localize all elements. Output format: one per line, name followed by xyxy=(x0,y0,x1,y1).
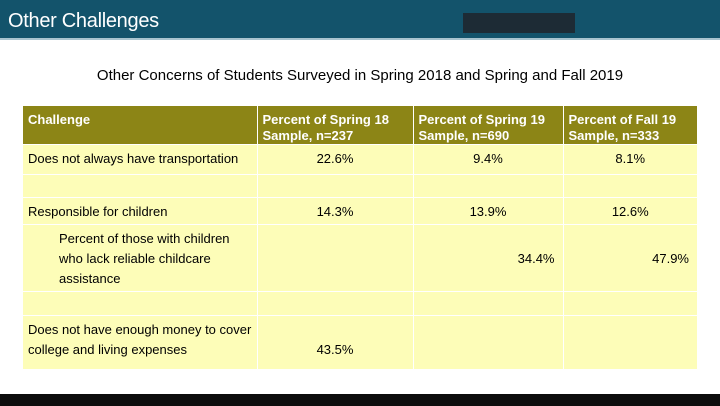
challenges-table-container: Challenge Percent of Spring 18 Sample, n… xyxy=(23,106,697,370)
spring18-cell: 22.6% xyxy=(257,144,414,175)
column-header-spring19: Percent of Spring 19 Sample, n=690 xyxy=(413,106,564,145)
spring19-cell xyxy=(413,291,564,316)
spring18-cell xyxy=(257,174,414,198)
table-row: Percent of those with children who lack … xyxy=(23,224,697,292)
header-block xyxy=(463,13,575,33)
spring18-cell: 14.3% xyxy=(257,197,414,225)
spring19-cell: 13.9% xyxy=(413,197,564,225)
challenge-cell: Responsible for children xyxy=(23,197,258,225)
table-caption: Other Concerns of Students Surveyed in S… xyxy=(96,67,624,84)
fall19-cell: 47.9% xyxy=(563,224,697,292)
table-row: Responsible for children 14.3% 13.9% 12.… xyxy=(23,197,697,225)
challenge-cell xyxy=(23,174,258,198)
table-header-row: Challenge Percent of Spring 18 Sample, n… xyxy=(23,106,697,145)
challenges-table: Challenge Percent of Spring 18 Sample, n… xyxy=(23,106,697,370)
challenge-cell: Does not always have transportation xyxy=(23,144,258,175)
spring18-cell: 43.5% xyxy=(257,315,414,370)
spring18-cell xyxy=(257,224,414,292)
column-header-challenge: Challenge xyxy=(23,106,258,145)
spring19-cell: 34.4% xyxy=(413,224,564,292)
spring19-cell xyxy=(413,174,564,198)
spring19-cell: 9.4% xyxy=(413,144,564,175)
fall19-cell xyxy=(563,174,697,198)
challenge-cell: Percent of those with children who lack … xyxy=(23,224,258,292)
column-header-spring18: Percent of Spring 18 Sample, n=237 xyxy=(257,106,414,145)
header-divider xyxy=(0,38,720,40)
column-header-fall19: Percent of Fall 19 Sample, n=333 xyxy=(563,106,697,145)
fall19-cell: 8.1% xyxy=(563,144,697,175)
table-row: Does not always have transportation 22.6… xyxy=(23,144,697,175)
challenge-cell xyxy=(23,291,258,316)
fall19-cell xyxy=(563,315,697,370)
slide-header: Other Challenges xyxy=(0,0,720,38)
challenge-cell: Does not have enough money to cover coll… xyxy=(23,315,258,370)
table-row: Does not have enough money to cover coll… xyxy=(23,315,697,370)
slide-title: Other Challenges xyxy=(8,10,159,32)
spring18-cell xyxy=(257,291,414,316)
fall19-cell: 12.6% xyxy=(563,197,697,225)
fall19-cell xyxy=(563,291,697,316)
table-row xyxy=(23,291,697,316)
table-row xyxy=(23,174,697,198)
footer-bar xyxy=(0,394,720,406)
spring19-cell xyxy=(413,315,564,370)
